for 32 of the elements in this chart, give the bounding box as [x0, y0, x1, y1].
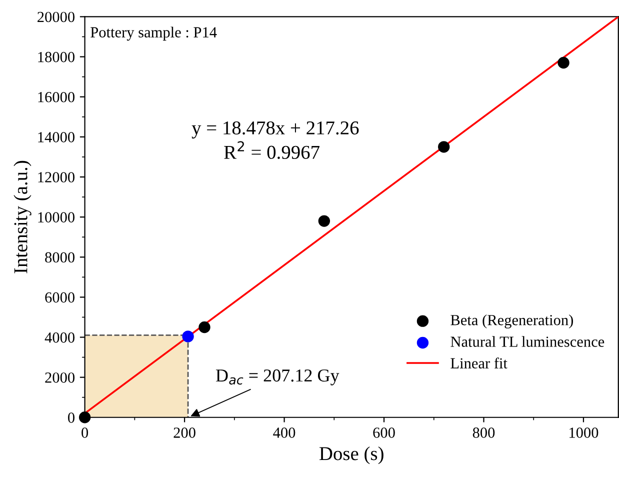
x-tick-label: 1000	[570, 428, 598, 438]
y-tick-label: 20000	[38, 12, 74, 22]
legend-label: Natural TL luminescence	[450, 336, 604, 347]
x-tick-label: 600	[373, 428, 395, 438]
y-tick-label: 14000	[38, 132, 74, 142]
y-tick-label: 2000	[45, 372, 74, 383]
legend-label: Linear fit	[450, 358, 508, 368]
point	[198, 321, 210, 334]
point	[318, 215, 330, 227]
x-tick-label: 0	[82, 428, 88, 438]
y-axis-title: Intensity (a.u.)	[14, 160, 32, 274]
point	[558, 56, 570, 69]
annotation: y = 18.478x + 217.26	[192, 121, 359, 139]
y-tick-label: 6000	[45, 292, 74, 303]
annotation: R$^{2}$ = 0.9967	[224, 141, 320, 159]
y-tick-label: 4000	[44, 332, 74, 343]
annotation: Pottery sample : P14	[90, 26, 217, 41]
point	[438, 141, 450, 153]
x-axis-title: Dose (s)	[319, 446, 384, 464]
x-tick-label: 200	[174, 428, 196, 438]
legend-label: Beta (Regeneration)	[450, 314, 573, 328]
y-tick-label: 12000	[38, 172, 74, 182]
y-tick-label: 8000	[45, 252, 74, 263]
point	[182, 330, 194, 342]
y-tick-label: 16000	[38, 92, 74, 102]
y-tick-label: 18000	[38, 52, 74, 62]
annotation: D$_{ac}$ = 207.12 Gy	[216, 369, 340, 386]
y-tick-label: 10000	[38, 212, 74, 222]
point	[78, 412, 91, 424]
x-tick-label: 400	[273, 428, 296, 438]
y-tick-label: 0	[68, 412, 74, 423]
x-tick-label: 800	[472, 428, 495, 438]
